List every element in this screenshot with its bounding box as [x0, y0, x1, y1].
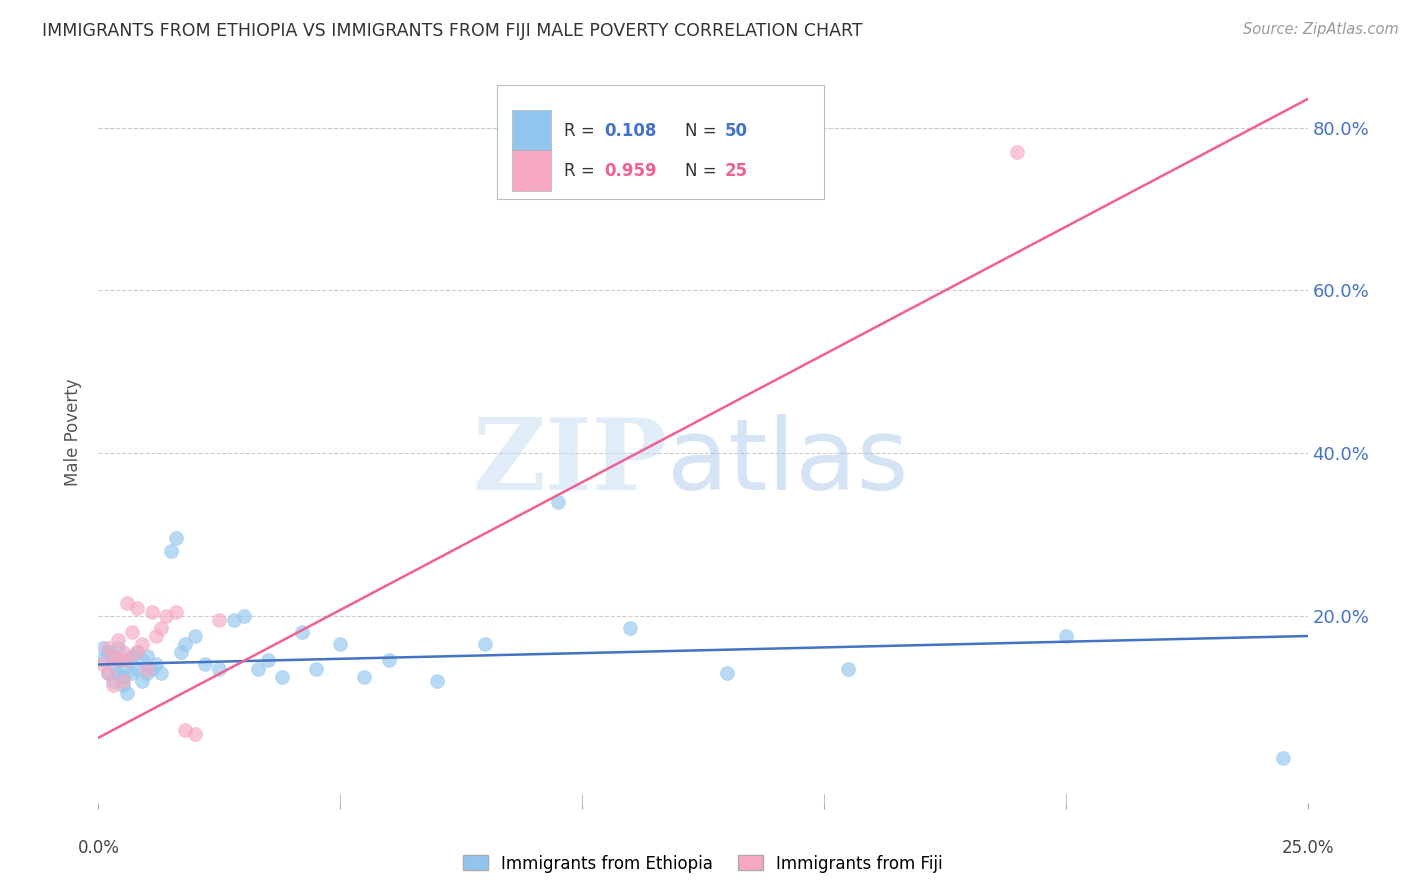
Point	[145, 629, 167, 643]
Point	[155, 608, 177, 623]
Point	[91, 653, 114, 667]
Text: 50: 50	[724, 121, 748, 139]
Point	[127, 600, 149, 615]
Point	[165, 532, 187, 546]
Point	[111, 673, 134, 688]
Point	[271, 670, 294, 684]
Point	[232, 608, 254, 623]
Point	[208, 613, 231, 627]
Point	[131, 637, 153, 651]
Point	[121, 665, 143, 680]
Point	[101, 649, 124, 664]
Point	[127, 645, 149, 659]
Point	[111, 645, 134, 659]
Point	[1007, 145, 1029, 159]
Point	[101, 678, 124, 692]
Text: ZIP: ZIP	[472, 414, 666, 511]
Point	[117, 653, 139, 667]
Point	[101, 657, 124, 672]
Point	[145, 657, 167, 672]
Point	[97, 641, 120, 656]
Point	[97, 645, 120, 659]
Point	[121, 649, 143, 664]
Point	[165, 605, 187, 619]
Text: N =: N =	[685, 121, 721, 139]
Point	[97, 665, 120, 680]
Point	[208, 662, 231, 676]
Point	[117, 686, 139, 700]
Point	[107, 641, 129, 656]
Point	[121, 624, 143, 639]
Point	[117, 597, 139, 611]
Point	[131, 673, 153, 688]
Point	[1272, 751, 1295, 765]
Point	[329, 637, 352, 651]
Point	[290, 624, 312, 639]
Point	[184, 629, 207, 643]
Point	[150, 621, 173, 635]
Point	[141, 605, 163, 619]
Point	[160, 543, 183, 558]
Text: Source: ZipAtlas.com: Source: ZipAtlas.com	[1243, 22, 1399, 37]
Point	[184, 726, 207, 740]
Point	[111, 678, 134, 692]
Text: 25: 25	[724, 161, 748, 179]
Point	[716, 665, 738, 680]
Point	[141, 662, 163, 676]
Point	[135, 662, 157, 676]
Point	[117, 653, 139, 667]
Text: R =: R =	[564, 161, 600, 179]
Point	[305, 662, 328, 676]
Text: atlas: atlas	[666, 414, 908, 511]
Point	[1054, 629, 1077, 643]
Text: N =: N =	[685, 161, 721, 179]
Point	[111, 662, 134, 676]
Text: 0.0%: 0.0%	[77, 839, 120, 857]
Point	[107, 633, 129, 648]
Point	[135, 665, 157, 680]
Y-axis label: Male Poverty: Male Poverty	[65, 379, 83, 486]
Point	[127, 645, 149, 659]
FancyBboxPatch shape	[498, 85, 824, 200]
FancyBboxPatch shape	[512, 151, 551, 191]
Point	[169, 645, 191, 659]
Point	[135, 649, 157, 664]
Legend: Immigrants from Ethiopia, Immigrants from Fiji: Immigrants from Ethiopia, Immigrants fro…	[457, 848, 949, 880]
Point	[619, 621, 641, 635]
Point	[377, 653, 399, 667]
Point	[97, 665, 120, 680]
Point	[353, 670, 375, 684]
Text: IMMIGRANTS FROM ETHIOPIA VS IMMIGRANTS FROM FIJI MALE POVERTY CORRELATION CHART: IMMIGRANTS FROM ETHIOPIA VS IMMIGRANTS F…	[42, 22, 863, 40]
Text: 0.959: 0.959	[603, 161, 657, 179]
Point	[194, 657, 217, 672]
Point	[127, 662, 149, 676]
Point	[101, 673, 124, 688]
FancyBboxPatch shape	[512, 111, 551, 151]
Point	[174, 723, 197, 737]
Point	[474, 637, 496, 651]
Point	[111, 670, 134, 684]
Point	[107, 665, 129, 680]
Point	[222, 613, 245, 627]
Point	[107, 653, 129, 667]
Point	[91, 657, 114, 672]
Point	[837, 662, 859, 676]
Point	[547, 495, 569, 509]
Point	[150, 665, 173, 680]
Text: 0.108: 0.108	[603, 121, 657, 139]
Point	[174, 637, 197, 651]
Text: R =: R =	[564, 121, 600, 139]
Point	[91, 641, 114, 656]
Point	[247, 662, 270, 676]
Point	[101, 649, 124, 664]
Point	[256, 653, 278, 667]
Point	[426, 673, 449, 688]
Point	[131, 653, 153, 667]
Text: 25.0%: 25.0%	[1281, 839, 1334, 857]
